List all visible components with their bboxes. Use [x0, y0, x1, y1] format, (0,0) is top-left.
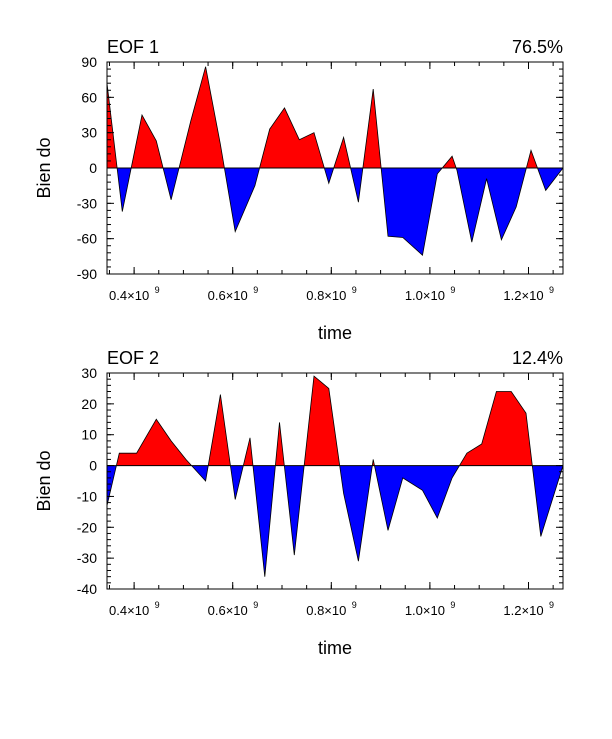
- eof2-area-fills: [106, 375, 564, 577]
- negative-area-11: [381, 168, 443, 256]
- eof2-panel: EOF 2 12.4% time Bien do 30 20 10 0 -10 -20 -3…: [34, 348, 564, 658]
- y-tick-label: -10: [77, 488, 97, 504]
- x-tick-exponent: 9: [549, 600, 554, 610]
- negative-area-10: [339, 465, 373, 562]
- y-tick-label: -30: [77, 195, 97, 211]
- positive-area-10: [362, 89, 382, 168]
- eof2-x-tick-labels: 0.4×10 9 0.6×10 9 0.8×10 9 1.0×10 9 1.2×10 9: [109, 600, 554, 618]
- positive-area-2: [131, 115, 164, 168]
- y-tick-label: 0: [89, 160, 97, 176]
- x-tick-exponent: 9: [352, 600, 357, 610]
- positive-area-7: [275, 422, 285, 466]
- eof1-title-left: EOF 1: [107, 37, 159, 57]
- x-tick-exponent: 9: [155, 600, 160, 610]
- y-tick-label: 30: [81, 365, 97, 381]
- eof1-y-axis-label: Bien do: [34, 137, 54, 198]
- y-tick-label: -40: [77, 581, 97, 597]
- series-line: [106, 375, 564, 577]
- y-tick-label: 90: [81, 54, 97, 70]
- negative-area-5: [224, 168, 260, 232]
- y-tick-label: -30: [77, 550, 97, 566]
- eof1-y-tick-labels: 90 60 30 0 -30 -60 -90: [77, 54, 97, 282]
- x-tick-exponent: 9: [155, 285, 160, 295]
- negative-area-14: [532, 465, 563, 537]
- x-tick-label: 1.0×10: [405, 288, 445, 303]
- positive-area-3: [208, 394, 231, 466]
- eof1-x-axis-label: time: [318, 323, 352, 343]
- negative-area-4: [230, 465, 244, 500]
- x-tick-label: 1.2×10: [503, 288, 543, 303]
- x-tick-label: 1.0×10: [405, 603, 445, 618]
- x-tick-label: 0.6×10: [208, 603, 248, 618]
- x-tick-exponent: 9: [253, 285, 258, 295]
- negative-area-6: [252, 465, 276, 577]
- x-tick-exponent: 9: [450, 285, 455, 295]
- negative-area-7: [324, 168, 334, 184]
- y-tick-label: 10: [81, 427, 97, 443]
- x-tick-exponent: 9: [352, 285, 357, 295]
- y-tick-label: -20: [77, 519, 97, 535]
- positive-area-1: [116, 419, 192, 466]
- x-tick-exponent: 9: [549, 285, 554, 295]
- eof1-panel: EOF 1 76.5% time Bien do 90 60 30 0 -30 -60 -9…: [34, 37, 564, 343]
- x-tick-exponent: 9: [450, 600, 455, 610]
- x-tick-label: 0.4×10: [109, 288, 149, 303]
- eof1-title-right: 76.5%: [512, 37, 563, 57]
- y-tick-label: 60: [81, 89, 97, 105]
- eof2-x-axis-label: time: [318, 638, 352, 658]
- negative-area-8: [284, 465, 305, 556]
- positive-area-6: [259, 107, 325, 168]
- y-tick-label: 20: [81, 396, 97, 412]
- series-line: [106, 66, 564, 256]
- negative-area-12: [374, 465, 460, 531]
- eof2-plot-frame: [106, 372, 564, 590]
- negative-area-1: [117, 168, 132, 212]
- x-tick-label: 0.6×10: [208, 288, 248, 303]
- x-tick-label: 0.8×10: [306, 288, 346, 303]
- negative-area-3: [163, 168, 179, 200]
- x-tick-label: 1.2×10: [503, 603, 543, 618]
- positive-area-9: [304, 376, 340, 466]
- negative-area-9: [350, 168, 363, 203]
- eof1-plot-frame: [106, 61, 564, 275]
- y-tick-label: -90: [77, 266, 97, 282]
- y-tick-label: 30: [81, 125, 97, 141]
- eof2-title-right: 12.4%: [512, 348, 563, 368]
- eof2-ticks: [107, 372, 563, 590]
- x-tick-label: 0.4×10: [109, 603, 149, 618]
- x-tick-exponent: 9: [253, 600, 258, 610]
- eof1-area-fills: [106, 66, 564, 256]
- eof2-y-tick-labels: 30 20 10 0 -10 -20 -30 -40: [77, 365, 97, 597]
- negative-area-13: [456, 168, 527, 243]
- positive-area-4: [179, 66, 225, 168]
- y-tick-label: -60: [77, 231, 97, 247]
- x-tick-label: 0.8×10: [306, 603, 346, 618]
- positive-area-14: [526, 150, 538, 168]
- negative-area-2: [191, 465, 209, 481]
- positive-area-13: [459, 391, 533, 466]
- positive-area-8: [333, 137, 351, 168]
- eof2-title-left: EOF 2: [107, 348, 159, 368]
- y-tick-label: 0: [89, 458, 97, 474]
- eof2-y-axis-label: Bien do: [34, 450, 54, 511]
- eof1-x-tick-labels: 0.4×10 9 0.6×10 9 0.8×10 9 1.0×10 9 1.2×10 9: [109, 285, 554, 303]
